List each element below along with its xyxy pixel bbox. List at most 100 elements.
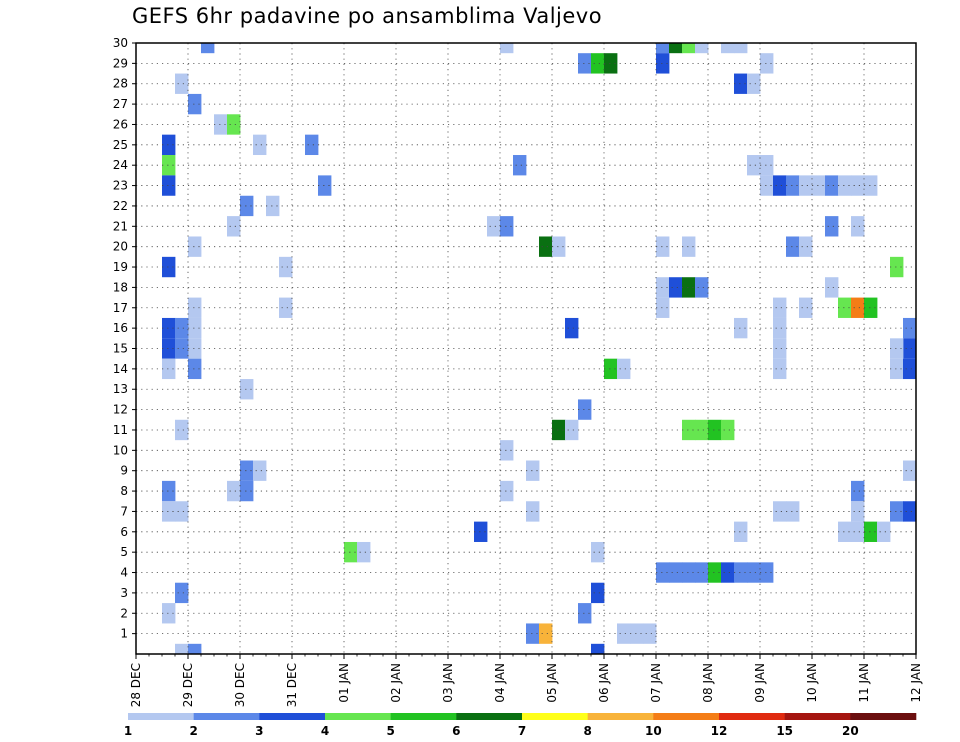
heatmap-cell <box>669 277 683 298</box>
heatmap-cell <box>760 175 774 196</box>
heatmap-cell <box>266 195 280 217</box>
heatmap-cell <box>760 53 774 74</box>
colorbar-label: 5 <box>386 724 394 738</box>
heatmap-cell <box>175 419 189 441</box>
heatmap-cell <box>721 419 735 441</box>
heatmap-cell <box>877 521 891 542</box>
heatmap-cell <box>617 623 631 644</box>
heatmap-cell <box>825 216 839 237</box>
heatmap-cell <box>162 256 176 278</box>
heatmap-cell <box>565 317 579 339</box>
colorbar-label: 2 <box>189 724 197 738</box>
heatmap-cell <box>500 216 514 237</box>
heatmap-cell <box>799 236 813 257</box>
y-tick-label: 19 <box>113 260 128 274</box>
heatmap-cell <box>695 43 709 54</box>
heatmap-cell <box>812 175 826 196</box>
heatmap-cell <box>240 195 254 217</box>
y-tick-label: 14 <box>113 362 128 376</box>
heatmap-cell <box>591 541 605 563</box>
x-tick-label: 05 JAN <box>545 663 559 703</box>
colorbar-swatch <box>653 713 720 720</box>
heatmap-cell <box>253 134 267 156</box>
heatmap-cell <box>838 521 852 542</box>
colorbar-label: 20 <box>842 724 859 738</box>
heatmap-cell <box>227 216 241 237</box>
colorbar-swatch <box>325 713 391 720</box>
heatmap-cell <box>552 236 566 257</box>
heatmap-cell <box>305 134 319 156</box>
heatmap-cell <box>851 501 865 522</box>
heatmap-cell <box>240 379 254 400</box>
y-tick-label: 22 <box>113 199 128 213</box>
heatmap-cell <box>656 236 670 257</box>
heatmap-cell <box>695 562 709 583</box>
heatmap-cell <box>487 216 501 237</box>
y-tick-label: 21 <box>113 219 128 233</box>
heatmap-cell <box>786 236 800 257</box>
x-tick-label: 31 DEC <box>285 663 299 707</box>
heatmap-cell <box>565 419 579 441</box>
heatmap-cell <box>578 53 592 74</box>
y-tick-label: 9 <box>120 464 128 478</box>
heatmap-cell <box>682 419 696 441</box>
heatmap-cell <box>188 297 202 318</box>
x-tick-label: 28 DEC <box>129 663 143 707</box>
heatmap-cell <box>708 419 722 441</box>
heatmap-cell <box>890 358 904 380</box>
heatmap-cell <box>604 358 618 380</box>
heatmap-cell <box>747 155 761 176</box>
heatmap-cell <box>162 603 176 624</box>
colorbar-swatch <box>390 713 457 720</box>
heatmap-cell <box>851 216 865 237</box>
heatmap-cell <box>864 175 878 196</box>
heatmap-cell <box>734 521 748 542</box>
colorbar-swatch <box>522 713 588 720</box>
heatmap-cell <box>188 643 202 654</box>
heatmap-cell <box>682 277 696 298</box>
heatmap-cell <box>318 175 332 196</box>
heatmap-cell <box>799 297 813 318</box>
heatmap-cell <box>721 562 735 583</box>
x-tick-label: 08 JAN <box>701 663 715 703</box>
heatmap-cell <box>526 623 540 644</box>
heatmap-cell <box>773 297 787 318</box>
heatmap-cell <box>357 541 371 563</box>
y-tick-label: 3 <box>120 586 128 600</box>
heatmap-cell <box>786 175 800 196</box>
heatmap-cell <box>695 277 709 298</box>
heatmap-cell <box>188 236 202 257</box>
heatmap-cell <box>591 643 605 654</box>
heatmap-cell <box>851 297 865 318</box>
heatmap-cell <box>175 73 189 94</box>
heatmap-cell <box>656 297 670 318</box>
heatmap-cell <box>175 643 189 654</box>
y-tick-label: 28 <box>113 77 128 91</box>
x-tick-label: 29 DEC <box>181 663 195 707</box>
heatmap-cell <box>162 155 176 176</box>
heatmap-cell <box>214 114 228 135</box>
heatmap-cell <box>591 582 605 604</box>
y-tick-label: 13 <box>113 382 128 396</box>
heatmap-cell <box>682 43 696 54</box>
heatmap-cell <box>747 562 761 583</box>
x-tick-label: 07 JAN <box>649 663 663 703</box>
heatmap-cell <box>162 175 176 196</box>
colorbar-label: 3 <box>255 724 263 738</box>
heatmap-cell <box>903 317 917 339</box>
y-tick-label: 7 <box>120 504 128 518</box>
heatmap-cell <box>838 175 852 196</box>
heatmap-cell <box>227 114 241 135</box>
y-tick-label: 30 <box>113 36 128 50</box>
heatmap-cell <box>474 521 488 542</box>
heatmap-cell <box>903 338 917 359</box>
x-tick-label: 04 JAN <box>493 663 507 703</box>
y-tick-label: 11 <box>113 423 128 437</box>
x-tick-label: 09 JAN <box>753 663 767 703</box>
heatmap-cell <box>773 338 787 359</box>
heatmap-cell <box>188 338 202 359</box>
heatmap-cell <box>175 317 189 339</box>
heatmap-cell <box>682 562 696 583</box>
y-tick-label: 25 <box>113 138 128 152</box>
